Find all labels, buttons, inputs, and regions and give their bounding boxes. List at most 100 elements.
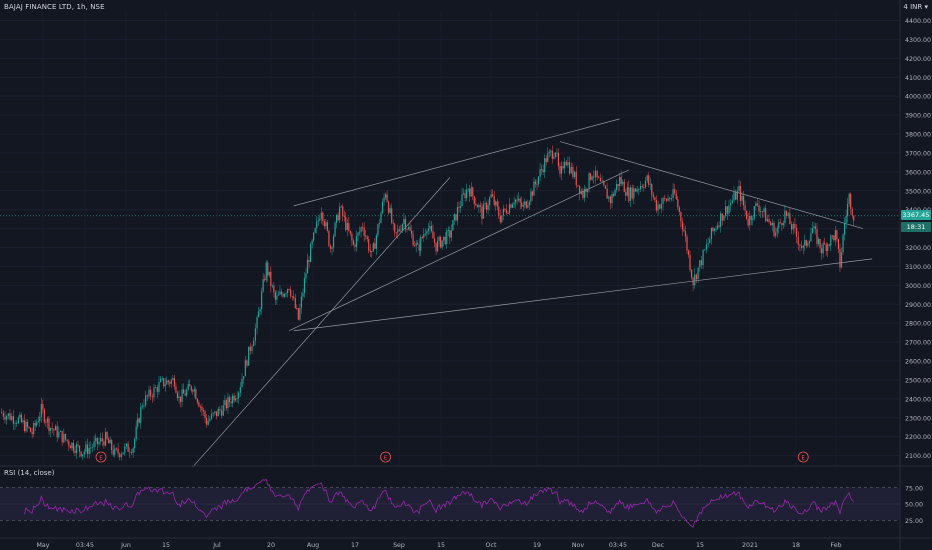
candle-body xyxy=(423,233,425,238)
candle-body xyxy=(648,175,650,185)
candle-body xyxy=(137,418,139,427)
candle-body xyxy=(489,197,491,206)
candle-body xyxy=(833,235,835,241)
candle-body xyxy=(556,152,558,154)
candle-body xyxy=(265,262,267,281)
candle-body xyxy=(166,380,168,385)
candle-body xyxy=(384,194,387,198)
candle-body xyxy=(239,386,241,393)
price-tick-label: 2300.00 xyxy=(905,415,931,422)
candle-body xyxy=(271,285,273,287)
candle-body xyxy=(674,189,676,194)
candles xyxy=(1,145,855,461)
candle-body xyxy=(148,389,150,397)
candle-body xyxy=(560,166,563,174)
candle-body xyxy=(323,220,325,227)
candle-body xyxy=(816,229,818,244)
candle-body xyxy=(78,445,81,452)
candle-body xyxy=(680,212,682,222)
candle-body xyxy=(299,308,301,320)
candle-body xyxy=(657,204,659,211)
candle-body xyxy=(550,150,552,152)
candle-body xyxy=(45,422,47,423)
candle-body xyxy=(112,450,114,455)
candle-body xyxy=(175,386,177,393)
candle-body xyxy=(6,416,8,420)
candle-body xyxy=(228,397,231,402)
candle-body xyxy=(485,203,488,210)
candle-body xyxy=(369,250,371,253)
candle-body xyxy=(567,162,569,166)
candle-body xyxy=(343,216,345,217)
candle-body xyxy=(459,205,462,208)
candle-body xyxy=(775,232,777,237)
currency-unit[interactable]: 4 INR ▾ xyxy=(903,3,928,11)
price-tick-label: 4000.00 xyxy=(905,94,931,101)
candle-body xyxy=(496,201,498,207)
candle-body xyxy=(66,439,68,442)
candle-body xyxy=(418,244,420,251)
time-tick-label: Aug xyxy=(307,542,319,549)
candle-body xyxy=(723,215,725,221)
candle-body xyxy=(814,226,817,230)
candle-body xyxy=(215,411,218,417)
candle-body xyxy=(334,222,336,237)
candle-body xyxy=(622,181,624,184)
candle-body xyxy=(297,308,299,320)
candle-body xyxy=(649,184,651,185)
candle-body xyxy=(178,396,180,398)
candle-body xyxy=(527,205,529,208)
candle-body xyxy=(267,262,269,276)
candle-body xyxy=(77,444,79,446)
candle-body xyxy=(11,416,13,420)
candle-body xyxy=(158,382,160,392)
candle-body xyxy=(753,206,755,219)
candle-body xyxy=(398,229,400,231)
candle-body xyxy=(96,437,98,445)
candle-body xyxy=(623,181,625,193)
candle-body xyxy=(368,239,370,251)
candle-body xyxy=(447,230,449,231)
last-price-label: 3367.45 xyxy=(901,210,931,220)
candle-body xyxy=(611,194,613,204)
candle-body xyxy=(412,234,414,246)
candle-body xyxy=(495,201,497,205)
candle-body xyxy=(381,201,384,213)
candle-body xyxy=(186,389,188,396)
candle-body xyxy=(227,397,229,409)
candle-body xyxy=(403,218,405,225)
candle-body xyxy=(651,184,653,195)
candle-body xyxy=(837,239,840,249)
candle-body xyxy=(176,392,179,398)
candle-body xyxy=(444,236,446,245)
candle-body xyxy=(824,243,826,245)
candle-body xyxy=(694,274,696,286)
candle-body xyxy=(14,423,16,425)
candle-body xyxy=(453,214,456,221)
candle-body xyxy=(700,260,703,266)
candle-body xyxy=(547,153,549,162)
candle-body xyxy=(28,427,30,428)
candle-body xyxy=(134,438,136,449)
candle-body xyxy=(71,442,73,449)
candle-body xyxy=(9,413,11,420)
time-axis: May 03:45 Jun 15 Jul 20 Aug 17 Sep 15 Oct 19 Nov 03:4… xyxy=(36,542,841,549)
candle-body xyxy=(420,236,422,251)
candle-body xyxy=(702,250,704,266)
candle-body xyxy=(64,433,67,440)
candle-body xyxy=(103,441,105,446)
candle-body xyxy=(472,187,474,197)
candle-body xyxy=(394,223,396,233)
candle-body xyxy=(20,414,23,422)
candle-body xyxy=(654,197,656,200)
candle-body xyxy=(443,236,445,241)
candle-body xyxy=(195,389,197,400)
candle-body xyxy=(184,393,186,396)
candle-body xyxy=(435,242,437,252)
candle-body xyxy=(830,235,832,246)
candle-body xyxy=(481,206,483,219)
candle-body xyxy=(316,221,318,229)
candle-body xyxy=(446,230,448,245)
candle-body xyxy=(290,289,292,297)
